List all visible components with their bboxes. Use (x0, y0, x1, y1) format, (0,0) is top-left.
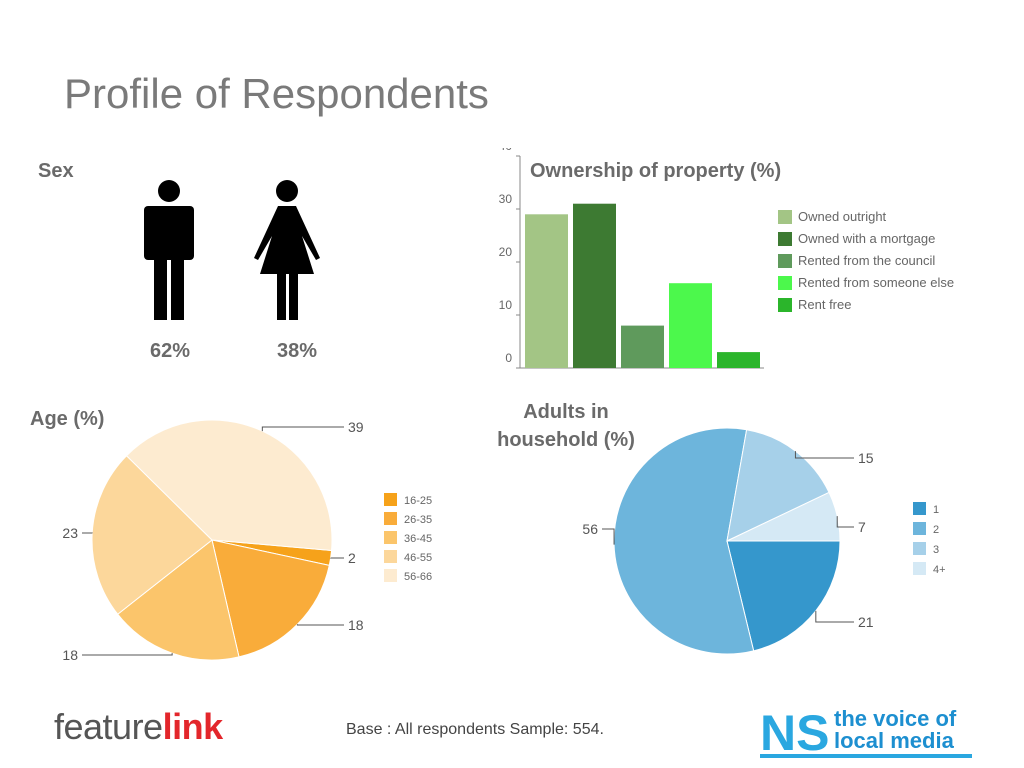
pie-slice (125, 419, 333, 552)
pie-data-label: 21 (858, 614, 874, 630)
ns-logo-line2: local media (834, 728, 955, 753)
pie-label-leader (602, 528, 615, 545)
pie-label-leader (296, 624, 344, 626)
pie-label-leader (815, 610, 854, 623)
legend-label: 46-55 (404, 552, 432, 564)
pie-label-leader (82, 653, 173, 656)
ownership-chart-title: Ownership of property (%) (530, 160, 782, 182)
legend-label: 2 (933, 524, 939, 536)
pie-data-label: 7 (858, 519, 866, 535)
adults-pie-chart: 21 56 15 7 1 2 3 4+ (582, 427, 946, 655)
legend-swatch (384, 550, 397, 563)
age-pie-chart: 2 18 18 23 39 16-25 26-35 36-45 46-55 56-66 (62, 419, 432, 663)
legend-label: 26-35 (404, 514, 432, 526)
pie-data-label: 56 (582, 521, 598, 537)
legend-swatch (913, 522, 926, 535)
pie-data-label: 18 (348, 617, 364, 633)
bar (621, 325, 664, 368)
age-chart-title: Age (%) (30, 408, 105, 430)
legend-label: Rented from someone else (798, 275, 954, 290)
y-tick-label: 0 (505, 351, 512, 365)
male-percentage: 62% (149, 340, 191, 362)
adults-chart-title-line1: Adults in (523, 401, 609, 423)
page-title: Profile of Respondents (64, 70, 489, 117)
legend-label: Rent free (798, 297, 851, 312)
bar (717, 352, 760, 368)
featurelink-logo-part2: link (162, 706, 224, 747)
legend-swatch (778, 254, 792, 268)
bar (669, 283, 712, 368)
ns-logo-line1: the voice of (834, 706, 957, 731)
legend-label: 56-66 (404, 571, 432, 583)
legend-swatch (778, 276, 792, 290)
pie-slice (211, 539, 330, 658)
pie-data-label: 18 (62, 647, 78, 663)
legend-label: 1 (933, 504, 939, 516)
adults-chart-title: Adults in household (%) (486, 398, 646, 454)
pie-data-label: 2 (348, 550, 356, 566)
legend-swatch (384, 493, 397, 506)
ownership-bar-chart: 0 10 20 30 40 Owned outright Owned with a mor… (499, 148, 954, 369)
legend-swatch (384, 531, 397, 544)
y-tick-label: 10 (499, 298, 513, 312)
pie-label-leader (794, 451, 854, 459)
y-tick-label: 40 (499, 148, 513, 153)
legend-swatch (778, 298, 792, 312)
female-figure-icon (254, 180, 320, 320)
y-tick-label: 30 (499, 192, 513, 206)
legend-label: Owned with a mortgage (798, 231, 935, 246)
bar (573, 203, 616, 368)
sex-label: Sex (38, 160, 74, 182)
y-tick-label: 20 (499, 245, 513, 259)
pie-data-label: 39 (348, 419, 364, 435)
legend-swatch (778, 232, 792, 246)
pie-data-label: 15 (858, 450, 874, 466)
bar (525, 214, 568, 368)
legend-swatch (913, 542, 926, 555)
pie-data-label: 23 (62, 525, 78, 541)
ns-logo-underline (760, 754, 972, 758)
legend-swatch (913, 502, 926, 515)
pie-slice (116, 539, 240, 661)
legend-label: 16-25 (404, 495, 432, 507)
legend-swatch (913, 562, 926, 575)
pie-slice (613, 427, 755, 655)
pie-slice (91, 455, 213, 615)
legend-label: 4+ (933, 564, 946, 576)
base-note: Base : All respondents Sample: 554. (346, 721, 604, 738)
legend-swatch (778, 210, 792, 224)
female-percentage: 38% (276, 340, 318, 362)
ns-logo: NS the voice of local media (760, 705, 972, 760)
featurelink-logo-part1: feature (54, 706, 163, 747)
featurelink-logo: featurelink (54, 706, 223, 748)
legend-label: Owned outright (798, 209, 887, 224)
legend-label: 3 (933, 544, 939, 556)
legend-label: 36-45 (404, 533, 432, 545)
legend-swatch (384, 512, 397, 525)
adults-chart-title-line2: household (%) (497, 429, 635, 451)
legend-swatch (384, 569, 397, 582)
pie-label-leader (261, 426, 344, 432)
male-figure-icon (144, 180, 194, 320)
legend-label: Rented from the council (798, 253, 935, 268)
ns-logo-mark: NS (760, 705, 829, 760)
pie-label-leader (836, 516, 854, 528)
